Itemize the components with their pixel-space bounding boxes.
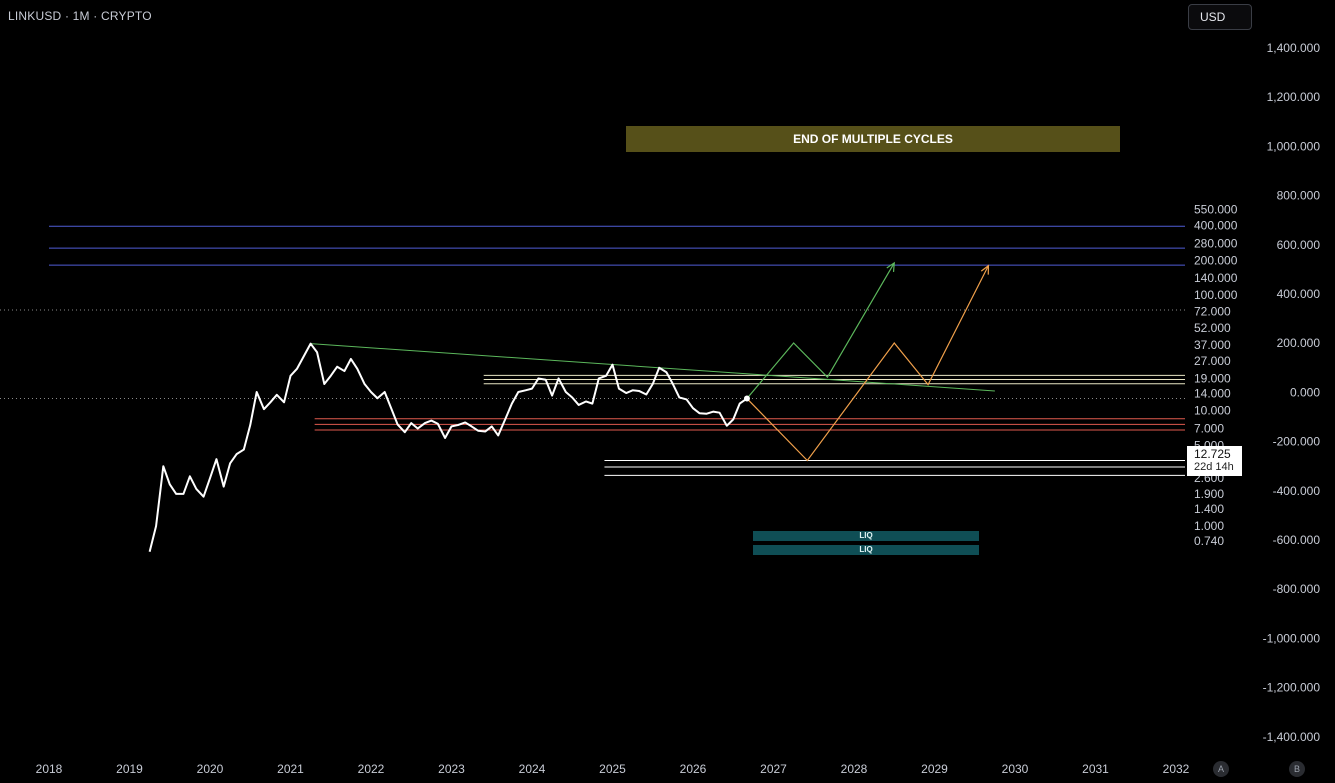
- green-projection-path: [746, 262, 895, 399]
- secondary-tick-label: 1,200.000: [1267, 90, 1321, 104]
- secondary-tick-label: 600.000: [1277, 238, 1321, 252]
- price-tick-label: 19.000: [1194, 371, 1231, 385]
- descending-trendline: [310, 343, 995, 392]
- price-tick-label: 1.900: [1194, 487, 1224, 501]
- secondary-tick-label: -1,200.000: [1263, 681, 1321, 695]
- price-tick-label: 280.000: [1194, 236, 1238, 250]
- price-tick-label: 1.000: [1194, 519, 1224, 533]
- last-price-tag: 12.725 22d 14h: [1187, 446, 1242, 476]
- horizontal-levels: [49, 225, 1185, 476]
- time-tick-label: 2030: [1002, 762, 1029, 776]
- secondary-tick-label: -600.000: [1273, 533, 1321, 547]
- secondary-tick-label: -1,000.000: [1263, 631, 1321, 645]
- secondary-tick-label: 1,000.000: [1267, 139, 1321, 153]
- auto-scale-button[interactable]: A: [1213, 761, 1229, 777]
- liq-zone-top: LIQ: [753, 531, 979, 541]
- end-of-cycles-banner: END OF MULTIPLE CYCLES: [626, 126, 1120, 152]
- time-tick-label: 2023: [438, 762, 465, 776]
- price-line-0: [148, 342, 748, 552]
- price-series-layer: [148, 342, 750, 552]
- time-tick-label: 2019: [116, 762, 143, 776]
- time-tick-label: 2021: [277, 762, 304, 776]
- price-tick-label: 10.000: [1194, 404, 1231, 418]
- time-tick-label: 2022: [358, 762, 385, 776]
- price-tick-label: 14.000: [1194, 387, 1231, 401]
- price-tick-label: 52.000: [1194, 321, 1231, 335]
- time-tick-label: 2027: [760, 762, 787, 776]
- orange-projection-arrowhead: [980, 264, 990, 275]
- right-price-scale[interactable]: 1,400.000 1,200.000 1,000.000 800.000 600.00…: [1263, 41, 1321, 744]
- left-price-scale[interactable]: 550.000 400.000 280.000 200.000 140.000 100.0…: [1194, 203, 1238, 549]
- last-price-point: [743, 395, 750, 402]
- time-scale[interactable]: 2018 2019 2020 2021 2022 2023 2024 2025 2026 2027…: [36, 762, 1190, 776]
- price-tick-label: 400.000: [1194, 219, 1238, 233]
- time-tick-label: 2029: [921, 762, 948, 776]
- candle-countdown: 22d 14h: [1194, 461, 1234, 473]
- projection-layer: [746, 261, 990, 462]
- secondary-tick-label: 400.000: [1277, 287, 1321, 301]
- liq-zone-bottom: LIQ: [753, 545, 979, 555]
- price-tick-label: 72.000: [1194, 305, 1231, 319]
- time-tick-label: 2025: [599, 762, 626, 776]
- time-tick-label: 2026: [680, 762, 707, 776]
- time-tick-label: 2031: [1082, 762, 1109, 776]
- secondary-tick-label: -800.000: [1273, 582, 1321, 596]
- price-tick-label: 27.000: [1194, 354, 1231, 368]
- trendline-layer: [310, 343, 995, 392]
- price-tick-label: 1.400: [1194, 502, 1224, 516]
- scale-b-button[interactable]: B: [1289, 761, 1305, 777]
- price-tick-label: 0.740: [1194, 534, 1224, 548]
- time-tick-label: 2020: [197, 762, 224, 776]
- price-tick-label: 550.000: [1194, 203, 1238, 217]
- secondary-tick-label: 0.000: [1290, 385, 1320, 399]
- secondary-tick-label: 800.000: [1277, 189, 1321, 203]
- secondary-tick-label: 1,400.000: [1267, 41, 1321, 55]
- price-tick-label: 140.000: [1194, 271, 1238, 285]
- secondary-tick-label: -1,400.000: [1263, 730, 1321, 744]
- currency-button[interactable]: USD: [1188, 4, 1252, 30]
- time-tick-label: 2024: [519, 762, 546, 776]
- symbol-title: LINKUSD · 1M · CRYPTO: [8, 9, 152, 23]
- price-tick-label: 100.000: [1194, 288, 1238, 302]
- secondary-tick-label: -200.000: [1273, 435, 1321, 449]
- last-price-value: 12.725: [1194, 447, 1231, 461]
- time-tick-label: 2018: [36, 762, 63, 776]
- secondary-tick-label: 200.000: [1277, 336, 1321, 350]
- price-tick-label: 7.000: [1194, 422, 1224, 436]
- price-tick-label: 37.000: [1194, 338, 1231, 352]
- green-projection-arrowhead: [886, 261, 895, 272]
- price-tick-label: 200.000: [1194, 253, 1238, 267]
- orange-projection-path: [746, 265, 989, 462]
- secondary-tick-label: -400.000: [1273, 484, 1321, 498]
- time-tick-label: 2032: [1163, 762, 1190, 776]
- time-tick-label: 2028: [841, 762, 868, 776]
